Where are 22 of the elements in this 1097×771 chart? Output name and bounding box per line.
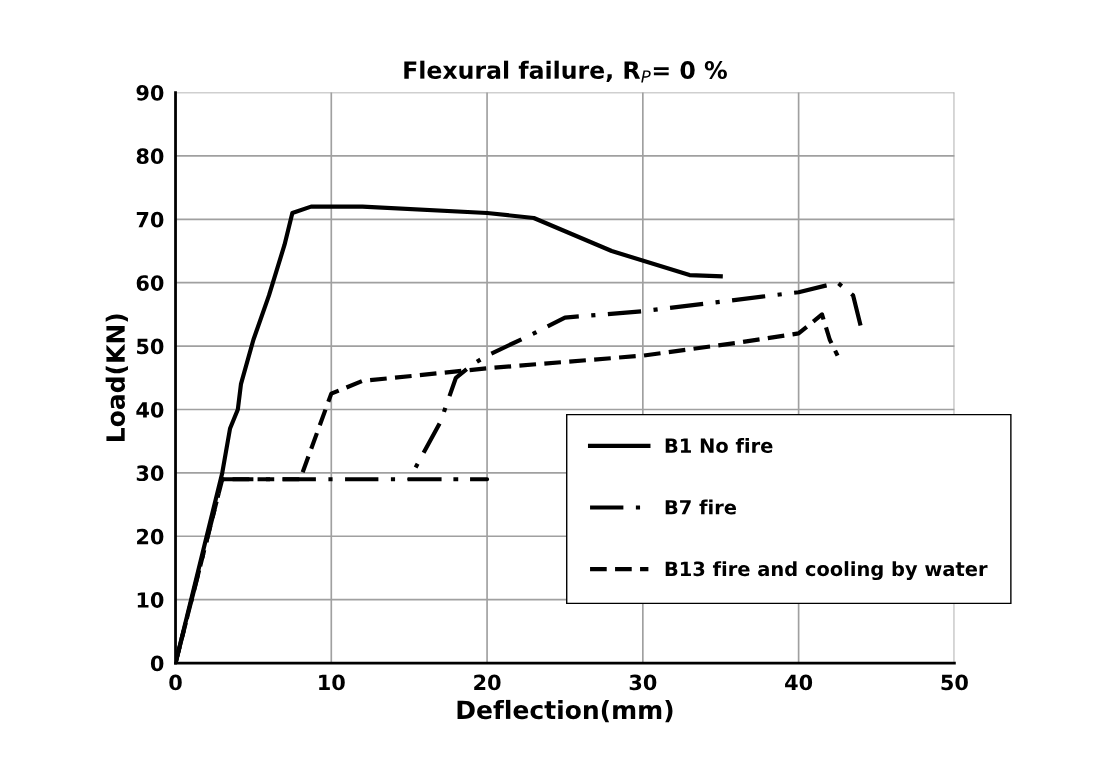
- x-tick-label: 10: [319, 674, 345, 691]
- y-tick-label: 50: [137, 338, 164, 355]
- y-axis-title: Load(KN): [105, 314, 128, 441]
- y-tick-label: 60: [136, 275, 164, 291]
- legend-label: B13 fire and cooling by water: [665, 561, 988, 581]
- x-tick-label: 30: [629, 674, 657, 691]
- x-axis-title: Deflection(mm): [457, 699, 673, 723]
- y-tick-label: 10: [137, 592, 164, 608]
- y-tick-label: 20: [137, 528, 164, 545]
- y-tick-label: 90: [136, 84, 164, 101]
- y-tick-label: 70: [136, 211, 164, 228]
- chart-title: Flexural failure, R$_{P}$= 0 %: [404, 60, 727, 83]
- x-tick-label: 40: [785, 674, 813, 691]
- y-tick-label: 30: [136, 465, 164, 482]
- x-tick-label: 20: [474, 674, 501, 691]
- x-tick-label: 50: [941, 674, 968, 691]
- y-tick-label: 80: [136, 148, 164, 165]
- y-tick-label: 40: [136, 401, 164, 418]
- x-tick-label: 0: [169, 674, 182, 691]
- y-tick-label: 0: [150, 655, 164, 672]
- legend-label: B1 No fire: [665, 437, 773, 453]
- legend-label: B7 fire: [665, 499, 737, 515]
